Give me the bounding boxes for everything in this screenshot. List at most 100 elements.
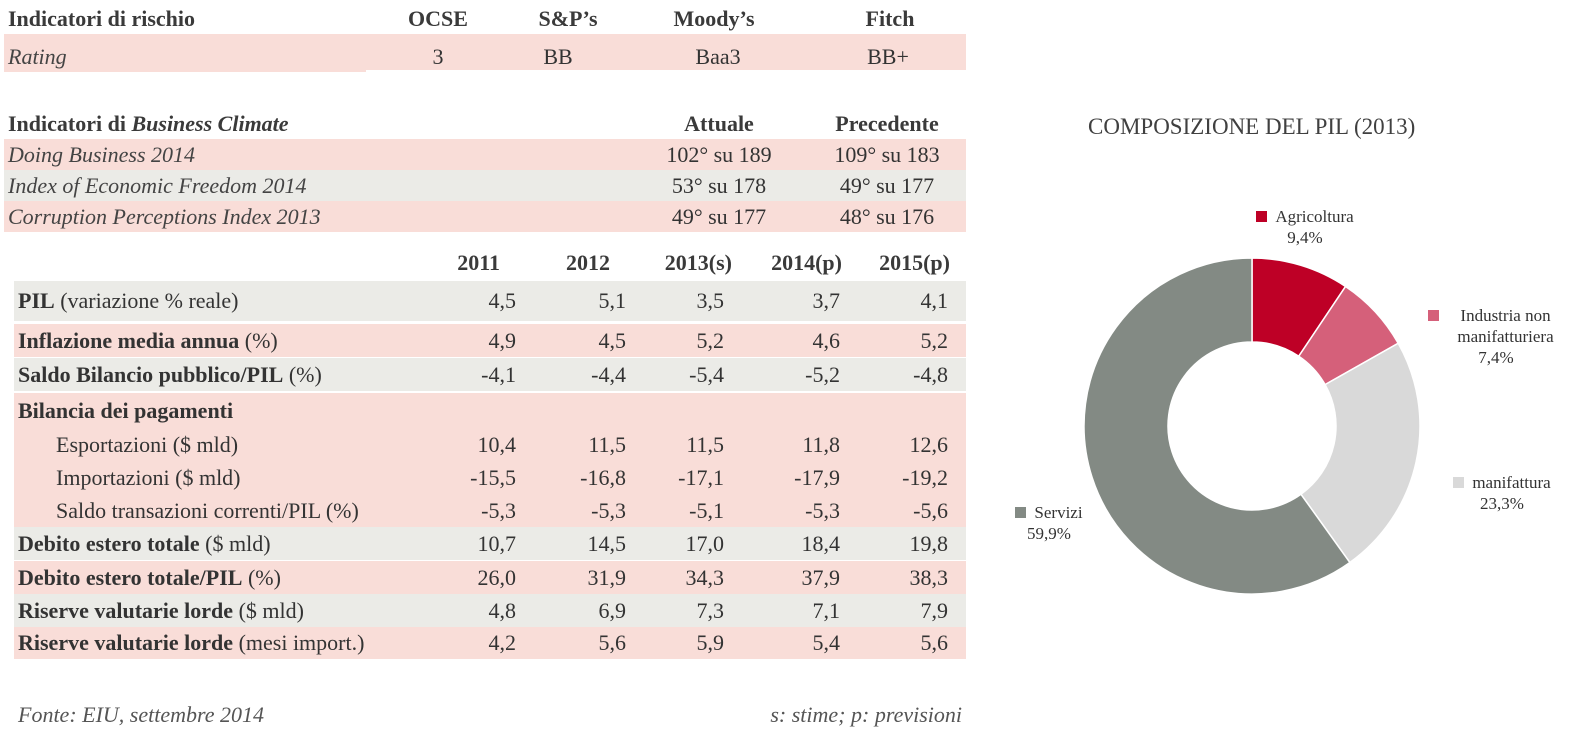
- legend-value: 9,4%: [1287, 228, 1323, 247]
- macro-cell: 5,2: [696, 327, 725, 353]
- macro-cell: -5,1: [689, 497, 724, 523]
- macro-row-label: Inflazione media annua (%): [18, 327, 278, 353]
- macro-row: Esportazioni ($ mld) 10,4 11,5 11,5 11,8 12,6: [14, 428, 966, 461]
- macro-cell: -17,1: [678, 464, 724, 490]
- business-climate-row: Corruption Perceptions Index 2013 49° su…: [4, 201, 966, 232]
- macro-cell: 4,5: [598, 327, 627, 353]
- macro-year-header: 2015(p): [879, 250, 950, 275]
- macro-year-header: 2011: [457, 250, 500, 275]
- donut-slice-servizi: [1083, 257, 1351, 595]
- macro-cell: 10,7: [477, 530, 517, 556]
- macro-cell: 4,2: [488, 630, 517, 655]
- macro-cell: -5,3: [591, 497, 626, 523]
- divider: [366, 70, 966, 74]
- business-climate-header: Indicatori di Business Climate Attuale P…: [8, 111, 968, 139]
- risk-rating-label: Rating: [8, 44, 67, 69]
- macro-row: Debito estero totale ($ mld) 10,7 14,5 17,0…: [14, 527, 966, 560]
- macro-cell: -19,2: [902, 464, 948, 490]
- macro-cell: -16,8: [580, 464, 626, 490]
- macro-cell: -4,1: [481, 361, 516, 387]
- macro-row: Debito estero totale/PIL (%) 26,0 31,9 34,3…: [14, 561, 966, 594]
- macro-row-label: Bilancia dei pagamenti: [18, 398, 234, 423]
- macro-cell: 7,9: [920, 597, 949, 623]
- macro-cell: 14,5: [587, 530, 627, 556]
- macro-row: Bilancia dei pagamenti: [14, 393, 966, 429]
- macro-cell: -4,8: [913, 361, 948, 387]
- macro-cell: 5,2: [920, 327, 949, 353]
- business-climate-title: Indicatori di Business Climate: [8, 111, 289, 136]
- macro-cell: 18,4: [801, 530, 841, 556]
- risk-header-moodys: Moody’s: [673, 6, 755, 31]
- legend-swatch: [1256, 211, 1268, 222]
- legend-swatch: [1015, 507, 1027, 518]
- footer-source: Fonte: EIU, settembre 2014: [18, 702, 265, 727]
- macro-row: Saldo Bilancio pubblico/PIL (%) -4,1 -4,4 -…: [14, 358, 966, 391]
- business-climate-row-label: Index of Economic Freedom 2014: [8, 173, 307, 198]
- business-climate-col-current: Attuale: [684, 111, 754, 136]
- legend-value: 59,9%: [1027, 524, 1071, 543]
- macro-cell: 37,9: [801, 564, 841, 590]
- macro-cell: 26,0: [477, 564, 517, 590]
- macro-cell: 17,0: [685, 530, 725, 556]
- macro-cell: 3,5: [696, 288, 725, 313]
- legend-manifattura: manifattura 23,3%: [1432, 472, 1572, 514]
- macro-cell: 5,1: [598, 288, 627, 313]
- macro-row-label: Saldo transazioni correnti/PIL (%): [56, 497, 359, 523]
- risk-header-title: Indicatori di rischio: [8, 6, 196, 31]
- legend-label: Servizi: [1034, 503, 1083, 522]
- macro-cell: 7,3: [696, 597, 725, 623]
- legend-value: 23,3%: [1480, 494, 1524, 513]
- macro-year-header: 2014(p): [771, 250, 842, 275]
- macro-row-label: Importazioni ($ mld): [56, 464, 241, 490]
- legend-value: 7,4%: [1478, 348, 1514, 367]
- macro-cell: 11,5: [686, 431, 724, 457]
- macro-cell: 5,9: [696, 630, 725, 655]
- macro-row: Saldo transazioni correnti/PIL (%) -5,3 -5…: [14, 494, 966, 527]
- macro-cell: -15,5: [470, 464, 516, 490]
- risk-header: Indicatori di rischio OCSE S&P’s Moody’s…: [8, 6, 968, 34]
- macro-row-label: PIL (variazione % reale): [18, 288, 239, 313]
- risk-rating-moodys: Baa3: [695, 44, 741, 69]
- legend-swatch: [1453, 477, 1465, 488]
- macro-row: Importazioni ($ mld) -15,5 -16,8 -17,1 -17,9…: [14, 461, 966, 494]
- macro-cell: 5,6: [598, 630, 627, 655]
- business-climate-row-label: Doing Business 2014: [8, 142, 195, 167]
- macro-cell: 31,9: [587, 564, 627, 590]
- business-climate-row-current: 49° su 177: [671, 204, 767, 229]
- macro-year-header: 2013(s): [664, 250, 732, 275]
- macro-row: PIL (variazione % reale) 4,5 5,1 3,5 3,7 4,1: [14, 281, 966, 321]
- macro-cell: 4,9: [488, 327, 517, 353]
- risk-header-sp: S&P’s: [538, 6, 598, 31]
- macro-cell: -5,3: [805, 497, 840, 523]
- macro-row-label: Debito estero totale ($ mld): [18, 530, 271, 556]
- macro-cell: 4,1: [920, 288, 949, 313]
- legend-swatch: [1427, 310, 1439, 321]
- legend-label: manifattura: [1472, 473, 1551, 492]
- macro-row: Inflazione media annua (%) 4,9 4,5 5,2 4,6 5,…: [14, 324, 966, 357]
- business-climate-row: Index of Economic Freedom 2014 53° su 17…: [4, 170, 966, 201]
- macro-cell: 3,7: [812, 288, 841, 313]
- risk-header-ocse: OCSE: [408, 6, 468, 31]
- legend-agricoltura: Agricoltura 9,4%: [1230, 206, 1380, 248]
- business-climate-row-previous: 109° su 183: [834, 142, 940, 167]
- business-climate-row-current: 102° su 189: [666, 142, 772, 167]
- legend-label: Industria non manifatturiera: [1457, 306, 1554, 346]
- macro-cell: -5,4: [689, 361, 724, 387]
- macro-row-label: Esportazioni ($ mld): [56, 431, 239, 457]
- macro-row-label: Riserve valutarie lorde ($ mld): [18, 597, 304, 623]
- business-climate-row-previous: 48° su 176: [839, 204, 935, 229]
- macro-cell: -17,9: [794, 464, 840, 490]
- risk-rating-row: Rating 3 BB Baa3 BB+: [4, 34, 966, 72]
- donut-chart: [1083, 257, 1421, 595]
- macro-cell: -4,4: [591, 361, 626, 387]
- business-climate-col-previous: Precedente: [835, 111, 939, 136]
- macro-cell: 34,3: [685, 564, 725, 590]
- macro-cell: 4,5: [488, 288, 517, 313]
- risk-rating-sp: BB: [543, 44, 573, 69]
- business-climate-row-previous: 49° su 177: [839, 173, 935, 198]
- macro-cell: -5,3: [481, 497, 516, 523]
- risk-rating-ocse: 3: [432, 44, 444, 69]
- macro-cell: 4,6: [812, 327, 841, 353]
- legend-industria: Industria non manifatturiera 7,4%: [1424, 305, 1568, 368]
- macro-row: Riserve valutarie lorde (mesi import.) 4,…: [14, 627, 966, 659]
